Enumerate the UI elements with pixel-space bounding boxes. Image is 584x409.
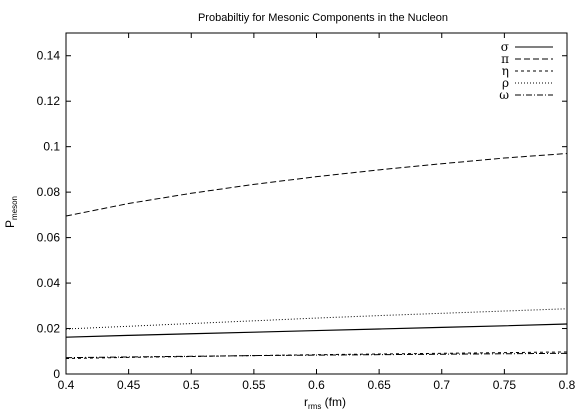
legend-label-4: ρ — [502, 76, 509, 90]
x-tick-label: 0.6 — [308, 378, 325, 392]
plot-frame — [65, 32, 568, 375]
y-tick-label: 0 — [53, 367, 60, 381]
y-axis-label-main: P — [3, 220, 17, 228]
legend-label-2: π — [501, 52, 509, 66]
y-axis: 0 0.02 0.04 0.06 0.08 0.1 0.12 0.14 — [37, 49, 567, 381]
x-axis: 0.4 0.45 0.5 0.55 0.6 0.65 0.7 0.75 0.8 — [58, 33, 576, 392]
x-axis-label: rrms (fm) — [304, 395, 346, 409]
x-axis-label-unit: (fm) — [321, 395, 346, 409]
y-tick-label: 0.14 — [37, 49, 61, 63]
x-axis-label-sub: rms — [308, 402, 321, 409]
x-axis-label-main: r — [304, 395, 308, 409]
chart-title: Probabiltiy for Mesonic Components in th… — [198, 12, 448, 24]
series-line-5 — [65, 352, 568, 359]
series-lines — [65, 152, 568, 360]
x-tick-label: 0.4 — [58, 378, 75, 392]
y-axis-label-sub: meson — [10, 196, 19, 220]
x-tick-label: 0.65 — [367, 378, 391, 392]
x-tick-label: 0.75 — [493, 378, 517, 392]
y-tick-label: 0.02 — [37, 322, 61, 336]
legend-label-1: σ — [501, 40, 509, 54]
legend-label-3: η — [502, 64, 509, 78]
y-tick-label: 0.06 — [37, 231, 61, 245]
x-tick-label: 0.5 — [183, 378, 200, 392]
y-tick-label: 0.1 — [43, 140, 60, 154]
x-tick-label: 0.55 — [242, 378, 266, 392]
x-tick-label: 0.7 — [433, 378, 450, 392]
series-line-4 — [65, 308, 568, 330]
series-line-2 — [65, 152, 568, 217]
x-tick-label: 0.8 — [559, 378, 576, 392]
x-tick-label: 0.45 — [117, 378, 141, 392]
y-tick-label: 0.12 — [37, 94, 61, 108]
legend-label-5: ω — [499, 88, 509, 102]
y-axis-label: Pmeson — [3, 196, 19, 228]
y-tick-label: 0.08 — [37, 185, 61, 199]
series-line-1 — [65, 323, 568, 338]
y-tick-label: 0.04 — [37, 276, 61, 290]
